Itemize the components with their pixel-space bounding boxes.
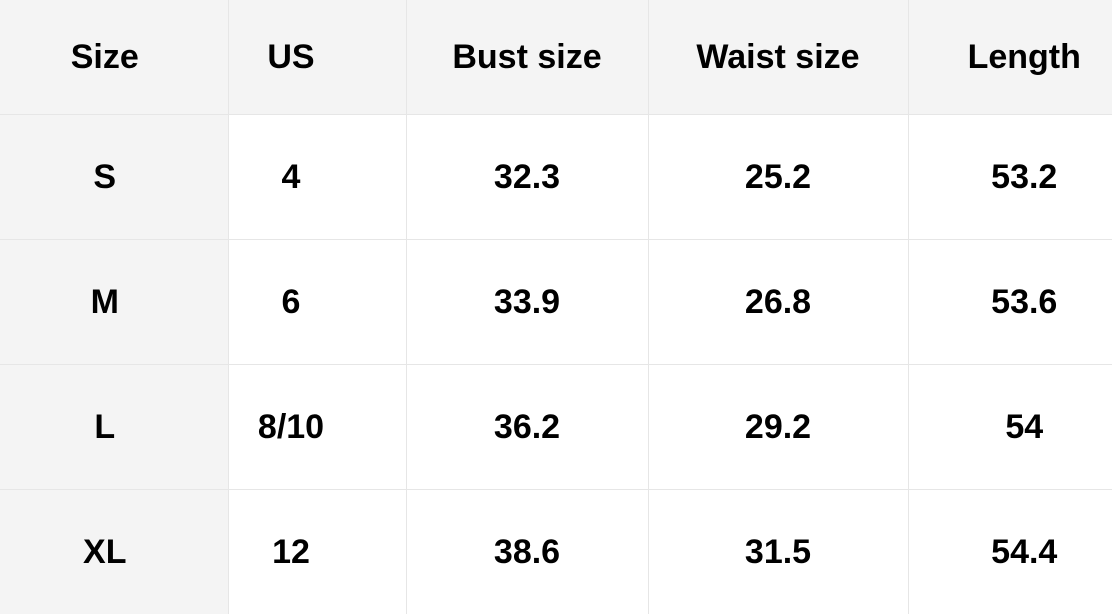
cell-bust: 38.6	[406, 490, 648, 614]
cell-length: 53.6	[908, 240, 1112, 365]
cell-size: L	[0, 365, 228, 490]
cell-waist: 26.8	[648, 240, 908, 365]
table-row: L 8/10 36.2 29.2 54	[0, 365, 1112, 490]
cell-us: 12	[228, 490, 406, 614]
header-size: Size	[0, 0, 228, 115]
header-us: US	[228, 0, 406, 115]
header-bust-size: Bust size	[406, 0, 648, 115]
cell-us: 4	[228, 115, 406, 240]
cell-waist: 29.2	[648, 365, 908, 490]
cell-size: S	[0, 115, 228, 240]
cell-bust: 36.2	[406, 365, 648, 490]
cell-bust: 33.9	[406, 240, 648, 365]
cell-us: 6	[228, 240, 406, 365]
cell-length: 54.4	[908, 490, 1112, 614]
cell-size: M	[0, 240, 228, 365]
cell-length: 54	[908, 365, 1112, 490]
cell-length: 53.2	[908, 115, 1112, 240]
table-header-row: Size US Bust size Waist size Length	[0, 0, 1112, 115]
cell-size: XL	[0, 490, 228, 614]
cell-waist: 25.2	[648, 115, 908, 240]
cell-us: 8/10	[228, 365, 406, 490]
table-row: M 6 33.9 26.8 53.6	[0, 240, 1112, 365]
cell-bust: 32.3	[406, 115, 648, 240]
header-waist-size: Waist size	[648, 0, 908, 115]
header-length: Length	[908, 0, 1112, 115]
table-row: S 4 32.3 25.2 53.2	[0, 115, 1112, 240]
cell-waist: 31.5	[648, 490, 908, 614]
table-row: XL 12 38.6 31.5 54.4	[0, 490, 1112, 614]
